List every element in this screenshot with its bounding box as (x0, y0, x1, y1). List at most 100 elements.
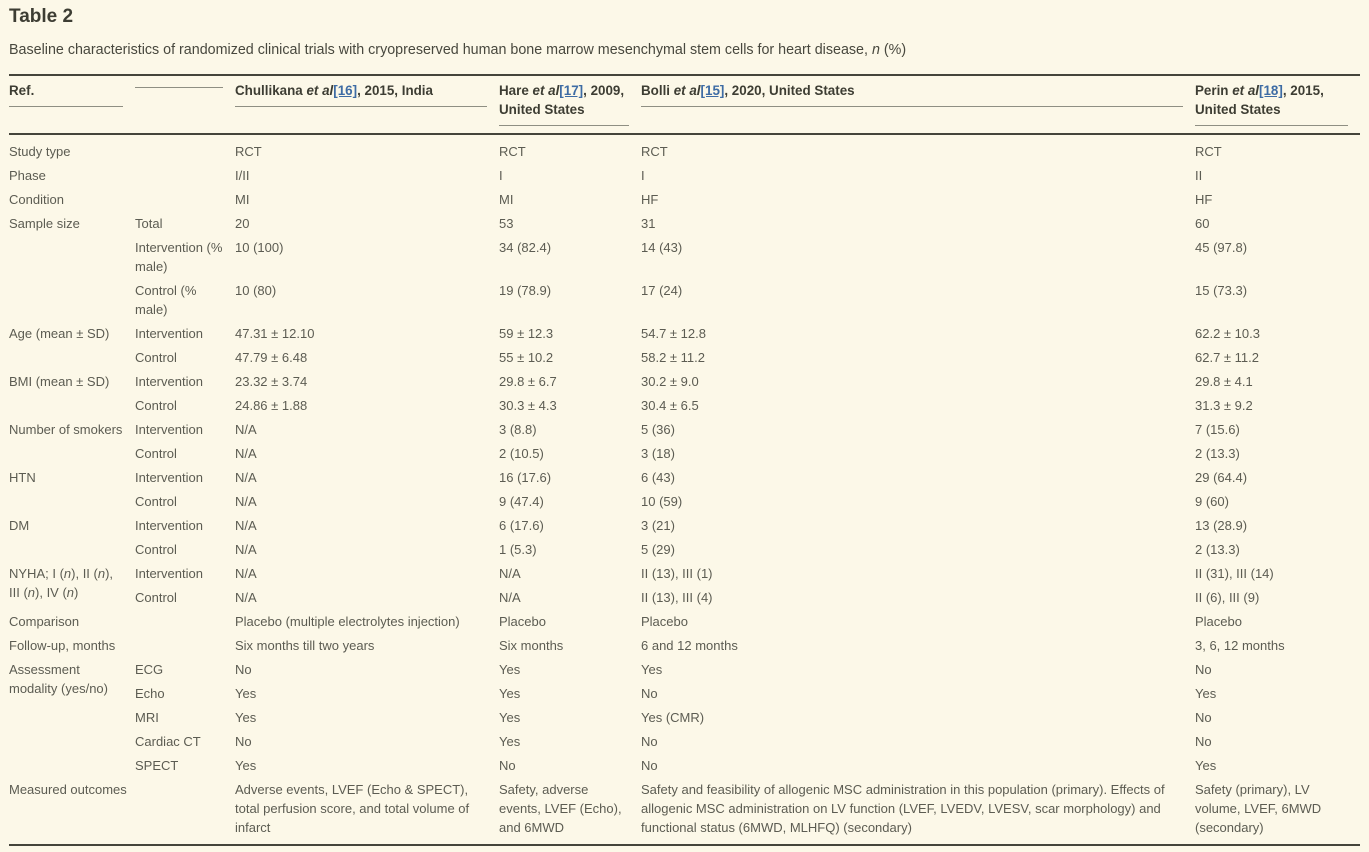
cell-value: II (13), III (4) (641, 590, 713, 605)
cell-value: 62.2 ± 10.3 (1195, 326, 1260, 341)
italic-text: n (63, 566, 72, 581)
citation-link[interactable]: [15] (700, 83, 725, 98)
cell-value: N/A (235, 422, 257, 437)
cell-value: 47.79 ± 6.48 (235, 350, 308, 365)
table-row: Sample size Total 20 53 31 60 (9, 212, 1360, 236)
column-header-text: Perin et al[18], 2015, United States (1195, 81, 1348, 126)
row-sublabel: Control (135, 494, 177, 509)
cell-value: N/A (499, 566, 521, 581)
italic-text: et al (1232, 83, 1260, 98)
column-header: Ref. (9, 75, 135, 134)
cell-value: Yes (235, 710, 257, 725)
row-sublabel: Intervention (135, 326, 203, 341)
table-row: Comparison Placebo (multiple electrolytes… (9, 610, 1360, 634)
row-sublabel: Control (135, 446, 177, 461)
row-label: Follow-up, months (9, 638, 116, 653)
cell-value: 6 (43) (641, 470, 675, 485)
cell-value: Placebo (multiple electrolytes injection… (235, 614, 460, 629)
row-sublabel (135, 134, 235, 164)
cell-value: N/A (235, 446, 257, 461)
italic-text: et al (673, 83, 701, 98)
cell-value: 6 and 12 months (641, 638, 738, 653)
column-header-text: Chullikana et al[16], 2015, India (235, 81, 487, 107)
row-sublabel: Cardiac CT (135, 734, 201, 749)
italic-text: n (27, 585, 36, 600)
citation-link[interactable]: [18] (1259, 83, 1283, 98)
cell-value: RCT (641, 144, 668, 159)
cell-value: N/A (235, 470, 257, 485)
cell-value: 9 (47.4) (499, 494, 544, 509)
italic-text: et al (532, 83, 560, 98)
column-header: Perin et al[18], 2015, United States (1195, 75, 1360, 134)
table-caption: Baseline characteristics of randomized c… (9, 42, 907, 58)
cell-value: Placebo (641, 614, 688, 629)
column-header: Hare et al[17], 2009, United States (499, 75, 641, 134)
table-row: MRI Yes Yes Yes (CMR) No (9, 706, 1360, 730)
row-label: Sample size (9, 216, 80, 231)
cell-value: MI (499, 192, 514, 207)
cell-value: No (641, 758, 658, 773)
cell-value: No (235, 734, 252, 749)
cell-value: Yes (CMR) (641, 710, 705, 725)
citation-link[interactable]: [17] (559, 83, 584, 98)
cell-value: 60 (1195, 216, 1210, 231)
table-row: DM Intervention N/A 6 (17.6) 3 (21) 13 (28.9) (9, 514, 1360, 538)
row-sublabel (135, 188, 235, 212)
row-sublabel (135, 610, 235, 634)
cell-value: 1 (5.3) (499, 542, 537, 557)
row-sublabel: Control (135, 398, 177, 413)
cell-value: 19 (78.9) (499, 283, 552, 298)
cell-value: Yes (235, 686, 257, 701)
italic-text: n (97, 566, 106, 581)
cell-value: 53 (499, 216, 514, 231)
row-sublabel: Total (135, 216, 163, 231)
table-row: Intervention (% male) 10 (100) 34 (82.4) 14… (9, 236, 1360, 279)
row-sublabel: Control (135, 350, 177, 365)
cell-value: Placebo (1195, 614, 1242, 629)
cell-value: No (499, 758, 516, 773)
cell-value: 30.3 ± 4.3 (499, 398, 557, 413)
column-header-text: Bolli et al[15], 2020, United States (641, 81, 1183, 107)
cell-value: 2 (10.5) (499, 446, 544, 461)
table-row: SPECT Yes No No Yes (9, 754, 1360, 778)
cell-value: II (31), III (14) (1195, 566, 1274, 581)
row-sublabel: Echo (135, 686, 165, 701)
row-sublabel: Intervention (135, 566, 203, 581)
cell-value: 29 (64.4) (1195, 470, 1248, 485)
cell-value: No (1195, 710, 1212, 725)
row-sublabel: Control (% male) (135, 283, 197, 317)
cell-value: 23.32 ± 3.74 (235, 374, 308, 389)
italic-text: et al (306, 83, 334, 98)
row-label: Phase (9, 168, 46, 183)
table-title: Table 2 (9, 6, 74, 27)
column-header: Chullikana et al[16], 2015, India (235, 75, 499, 134)
row-sublabel: SPECT (135, 758, 179, 773)
cell-value: I (641, 168, 645, 183)
table-row: Number of smokers Intervention N/A 3 (8.8) 5… (9, 418, 1360, 442)
row-sublabel: Intervention (% male) (135, 240, 223, 274)
italic-text: n (871, 42, 880, 58)
table-row: HTN Intervention N/A 16 (17.6) 6 (43) 29 (64.… (9, 466, 1360, 490)
row-label: DM (9, 518, 30, 533)
cell-value: 9 (60) (1195, 494, 1229, 509)
cell-value: 10 (59) (641, 494, 683, 509)
baseline-characteristics-table: Ref. Chullikana et al[16], 2015, India Har… (9, 74, 1360, 846)
column-header-text: Ref. (9, 81, 123, 107)
cell-value: II (1195, 168, 1203, 183)
row-label: Age (mean ± SD) (9, 326, 110, 341)
cell-value: Safety and feasibility of allogenic MSC … (641, 782, 1165, 835)
cell-value: Six months (499, 638, 564, 653)
cell-value: 47.31 ± 12.10 (235, 326, 315, 341)
cell-value: 10 (80) (235, 283, 277, 298)
cell-value: Safety (primary), LV volume, LVEF, 6MWD … (1195, 782, 1322, 835)
row-sublabel (135, 778, 235, 845)
cell-value: N/A (235, 518, 257, 533)
row-sublabel (135, 164, 235, 188)
table-row: Control N/A N/A II (13), III (4) II (6), III… (9, 586, 1360, 610)
cell-value: 5 (29) (641, 542, 675, 557)
cell-value: No (641, 734, 658, 749)
citation-link[interactable]: [16] (333, 83, 358, 98)
table-row: Follow-up, months Six months till two yea… (9, 634, 1360, 658)
cell-value: Yes (1195, 686, 1217, 701)
